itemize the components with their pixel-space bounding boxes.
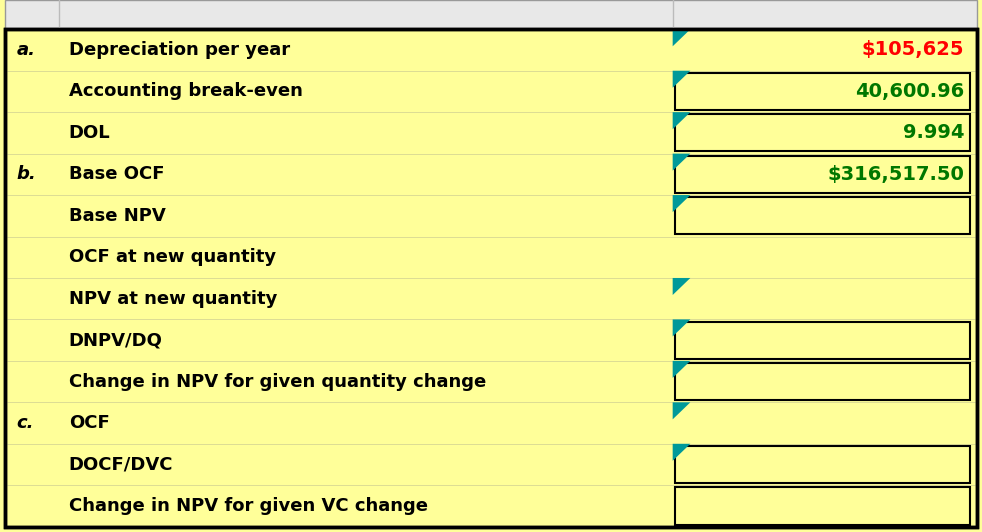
Text: Depreciation per year: Depreciation per year bbox=[69, 41, 290, 59]
Polygon shape bbox=[673, 444, 690, 461]
Polygon shape bbox=[673, 195, 690, 212]
Bar bbox=[675, 73, 970, 110]
Text: DOCF/DVC: DOCF/DVC bbox=[69, 455, 173, 473]
Text: $316,517.50: $316,517.50 bbox=[828, 165, 964, 184]
Text: 40,600.96: 40,600.96 bbox=[855, 82, 964, 101]
Text: Accounting break-even: Accounting break-even bbox=[69, 82, 302, 101]
Polygon shape bbox=[673, 278, 690, 295]
Text: Change in NPV for given VC change: Change in NPV for given VC change bbox=[69, 497, 428, 515]
Polygon shape bbox=[673, 402, 690, 419]
Bar bbox=[675, 363, 970, 400]
Bar bbox=[675, 321, 970, 359]
Polygon shape bbox=[673, 154, 690, 171]
Text: NPV at new quantity: NPV at new quantity bbox=[69, 290, 277, 307]
Bar bbox=[675, 446, 970, 483]
Text: OCF: OCF bbox=[69, 414, 109, 432]
Text: c.: c. bbox=[17, 414, 34, 432]
Text: Base OCF: Base OCF bbox=[69, 165, 164, 184]
Bar bbox=[5, 0, 977, 29]
Bar bbox=[675, 197, 970, 235]
Text: $105,625: $105,625 bbox=[862, 40, 964, 60]
Bar bbox=[675, 114, 970, 152]
Text: Base NPV: Base NPV bbox=[69, 207, 166, 225]
Text: DOL: DOL bbox=[69, 124, 110, 142]
Text: OCF at new quantity: OCF at new quantity bbox=[69, 248, 276, 266]
Text: a.: a. bbox=[17, 41, 35, 59]
Text: DNPV/DQ: DNPV/DQ bbox=[69, 331, 163, 349]
Text: 9.994: 9.994 bbox=[902, 123, 964, 143]
Bar bbox=[675, 156, 970, 193]
Text: Change in NPV for given quantity change: Change in NPV for given quantity change bbox=[69, 372, 486, 390]
Bar bbox=[675, 487, 970, 525]
Polygon shape bbox=[673, 319, 690, 336]
Text: b.: b. bbox=[17, 165, 36, 184]
Polygon shape bbox=[673, 29, 690, 46]
Polygon shape bbox=[673, 71, 690, 88]
Polygon shape bbox=[673, 361, 690, 378]
Polygon shape bbox=[673, 112, 690, 129]
